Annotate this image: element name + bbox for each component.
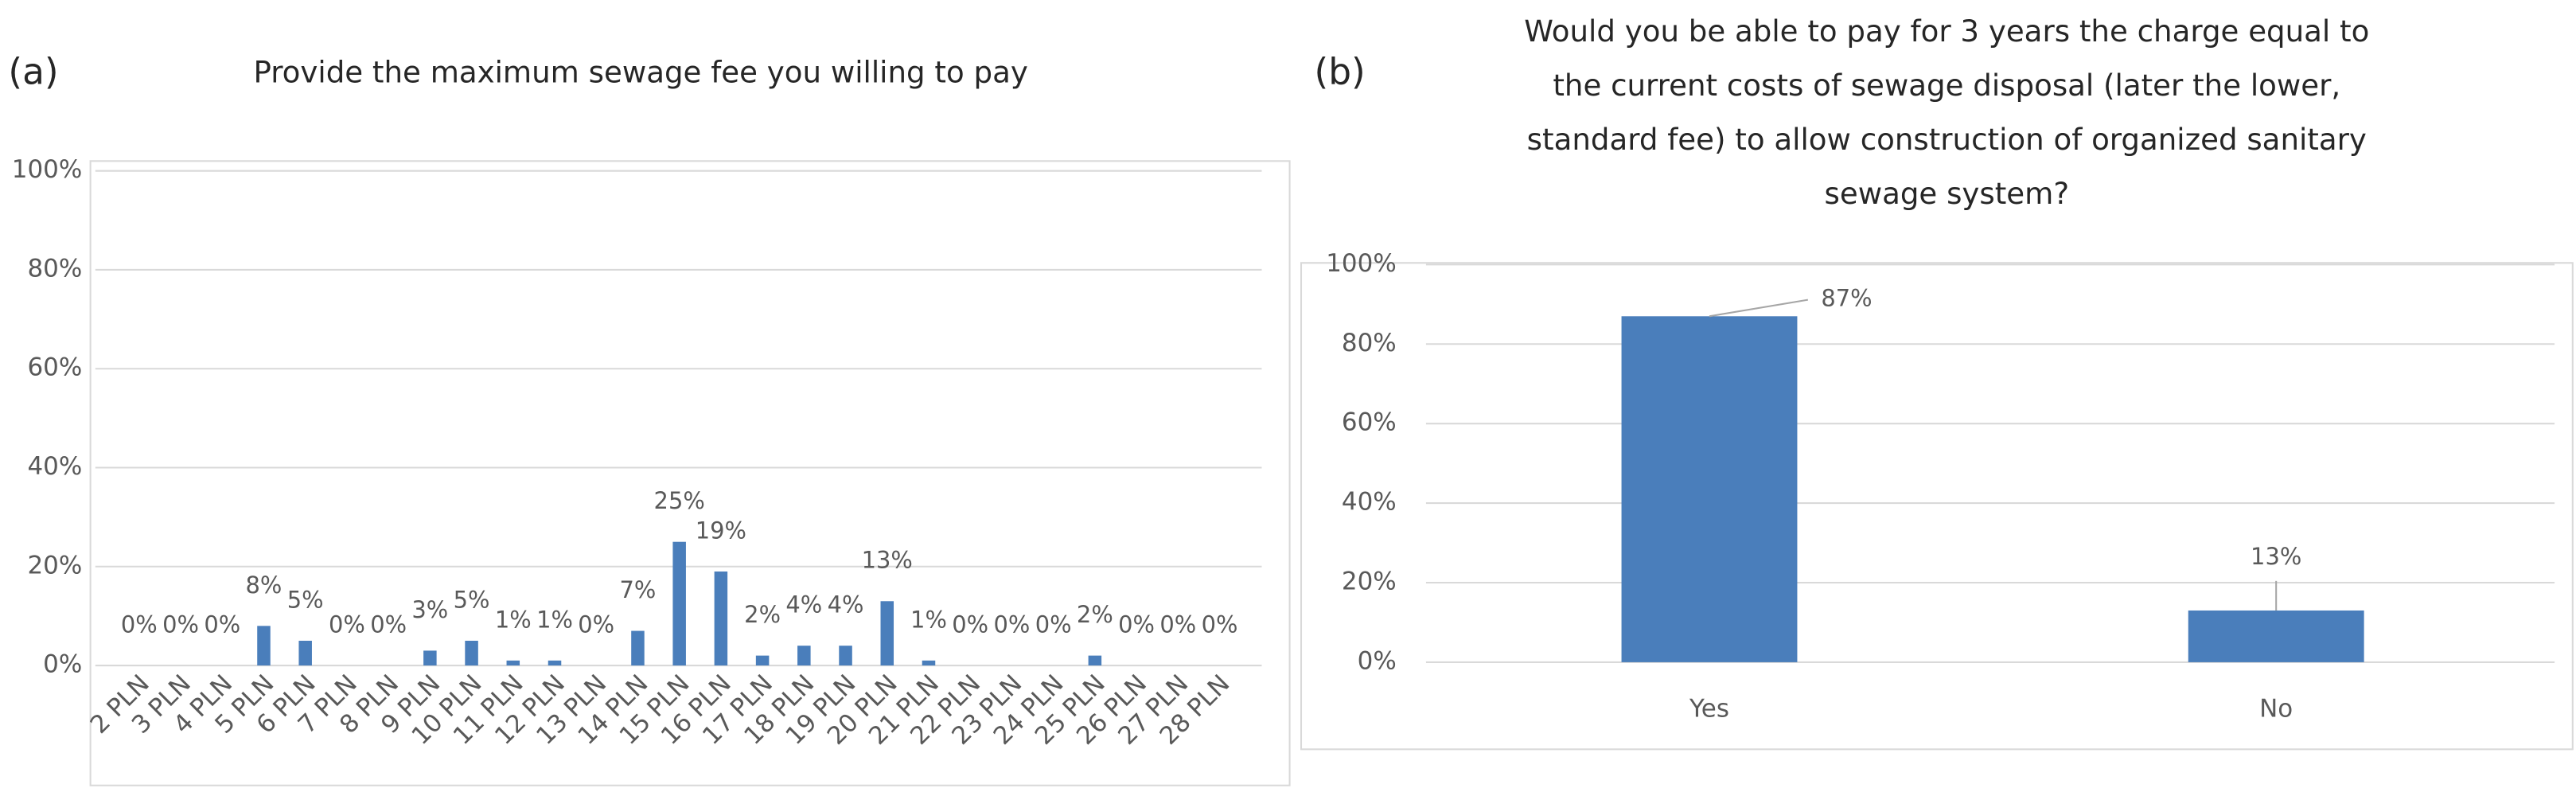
chart-title: Would you be able to pay for 3 years the… (1524, 14, 2369, 49)
y-tick-label: 60% (27, 353, 82, 382)
data-label: 0% (994, 611, 1031, 638)
y-tick-label: 0% (1358, 646, 1397, 675)
y-tick-label: 100% (12, 155, 83, 184)
data-label: 0% (952, 611, 988, 638)
bar (1621, 316, 1798, 662)
data-label: 2% (744, 601, 781, 628)
y-tick-label: 20% (1342, 568, 1397, 596)
bar (797, 646, 811, 666)
data-label: 0% (370, 611, 407, 638)
data-label: 25% (654, 487, 705, 514)
data-label: 13% (862, 547, 913, 574)
data-label: 3% (411, 596, 448, 623)
y-tick-label: 20% (27, 551, 82, 579)
x-tick-label: No (2259, 694, 2293, 723)
bar (755, 655, 770, 666)
data-label: 4% (828, 591, 864, 618)
y-tick-label: 100% (1326, 249, 1396, 278)
data-label: 0% (329, 611, 365, 638)
data-label: 0% (1035, 611, 1072, 638)
data-label: 0% (578, 611, 614, 638)
bar (423, 650, 437, 666)
bar (298, 640, 312, 666)
data-label: 0% (1202, 611, 1238, 638)
y-tick-label: 80% (1342, 329, 1397, 357)
data-label: 2% (1077, 601, 1113, 628)
bar (839, 646, 852, 666)
bar (257, 626, 271, 666)
data-label: 13% (2251, 543, 2301, 570)
x-tick-label: Yes (1689, 694, 1729, 723)
plot-frame (1300, 262, 2574, 751)
bar (922, 660, 936, 666)
chart-title: sewage system? (1825, 177, 2070, 211)
bar (506, 660, 520, 666)
data-label: 0% (204, 611, 240, 638)
data-label: 4% (785, 591, 822, 618)
y-tick-label: 40% (27, 452, 82, 481)
data-label: 1% (495, 606, 532, 633)
data-label: 1% (910, 606, 947, 633)
y-tick-label: 40% (1342, 488, 1397, 517)
data-label: 7% (620, 576, 657, 603)
data-label: 0% (162, 611, 199, 638)
data-label: 5% (454, 586, 490, 613)
data-label: 5% (287, 586, 324, 613)
plot-frame (89, 160, 1291, 786)
data-label: 8% (246, 572, 283, 599)
bar (631, 630, 645, 666)
chart-title: Provide the maximum sewage fee you willi… (253, 55, 1027, 89)
leader-line (1709, 298, 1809, 318)
y-tick-label: 0% (43, 650, 82, 679)
bar (672, 541, 686, 666)
bar (1088, 655, 1102, 666)
bar (880, 601, 894, 666)
bar (714, 571, 728, 666)
bar (2188, 610, 2364, 662)
chart-title: the current costs of sewage disposal (la… (1553, 68, 2340, 103)
data-label: 0% (1118, 611, 1155, 638)
bar (548, 660, 562, 666)
panel-label: (a) (8, 50, 58, 92)
data-label: 1% (536, 606, 573, 633)
data-label: 0% (121, 611, 158, 638)
y-tick-label: 80% (27, 254, 82, 283)
data-label: 19% (696, 517, 746, 544)
data-label: 0% (1159, 611, 1196, 638)
y-tick-label: 60% (1342, 408, 1397, 437)
chart-title: standard fee) to allow construction of o… (1527, 123, 2367, 157)
data-label: 87% (1821, 285, 1872, 312)
panel-label: (b) (1315, 50, 1366, 92)
bar (465, 640, 478, 666)
